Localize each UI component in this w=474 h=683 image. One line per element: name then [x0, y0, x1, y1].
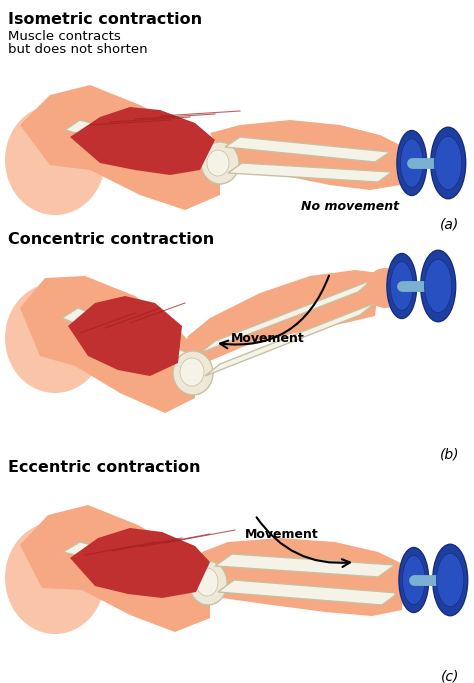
Ellipse shape — [425, 260, 452, 313]
Polygon shape — [200, 538, 405, 616]
Text: No movement: No movement — [301, 200, 399, 213]
Polygon shape — [65, 120, 210, 165]
Polygon shape — [70, 107, 215, 175]
Text: but does not shorten: but does not shorten — [8, 43, 147, 56]
Ellipse shape — [189, 561, 227, 605]
Ellipse shape — [433, 544, 468, 616]
Text: Isometric contraction: Isometric contraction — [8, 12, 202, 27]
Polygon shape — [218, 580, 398, 605]
Text: (b): (b) — [440, 448, 460, 462]
Ellipse shape — [5, 522, 105, 634]
Ellipse shape — [391, 262, 413, 310]
Ellipse shape — [387, 253, 417, 318]
Ellipse shape — [431, 127, 465, 199]
Polygon shape — [205, 303, 375, 376]
Polygon shape — [20, 85, 220, 210]
Text: Movement: Movement — [245, 529, 319, 542]
Ellipse shape — [402, 556, 425, 604]
Polygon shape — [63, 542, 202, 582]
Ellipse shape — [366, 268, 404, 308]
Ellipse shape — [435, 137, 462, 190]
Polygon shape — [215, 554, 395, 577]
Text: Concentric contraction: Concentric contraction — [8, 232, 214, 247]
Polygon shape — [62, 308, 188, 363]
Polygon shape — [210, 120, 400, 190]
Text: Muscle contracts: Muscle contracts — [8, 30, 121, 43]
Polygon shape — [228, 163, 392, 182]
Ellipse shape — [437, 553, 464, 607]
Ellipse shape — [173, 351, 213, 395]
Ellipse shape — [8, 113, 92, 208]
Polygon shape — [200, 280, 372, 353]
Ellipse shape — [201, 142, 239, 184]
Polygon shape — [178, 270, 380, 368]
Polygon shape — [20, 276, 195, 413]
Ellipse shape — [196, 568, 218, 596]
Ellipse shape — [7, 531, 89, 626]
Ellipse shape — [5, 105, 105, 215]
FancyArrowPatch shape — [256, 517, 350, 567]
Polygon shape — [20, 505, 210, 632]
Text: (a): (a) — [440, 218, 460, 232]
Polygon shape — [68, 296, 182, 376]
Ellipse shape — [7, 294, 89, 386]
Ellipse shape — [401, 139, 423, 187]
FancyArrowPatch shape — [220, 276, 329, 348]
Ellipse shape — [399, 548, 428, 613]
Text: Eccentric contraction: Eccentric contraction — [8, 460, 201, 475]
Ellipse shape — [207, 150, 229, 176]
Polygon shape — [225, 137, 390, 162]
Text: (c): (c) — [441, 670, 459, 683]
Ellipse shape — [5, 283, 105, 393]
Polygon shape — [70, 528, 210, 598]
Text: Movement: Movement — [231, 331, 305, 344]
Ellipse shape — [421, 250, 456, 322]
Ellipse shape — [389, 142, 427, 184]
Ellipse shape — [180, 358, 204, 386]
Ellipse shape — [391, 561, 429, 603]
Ellipse shape — [397, 130, 427, 195]
